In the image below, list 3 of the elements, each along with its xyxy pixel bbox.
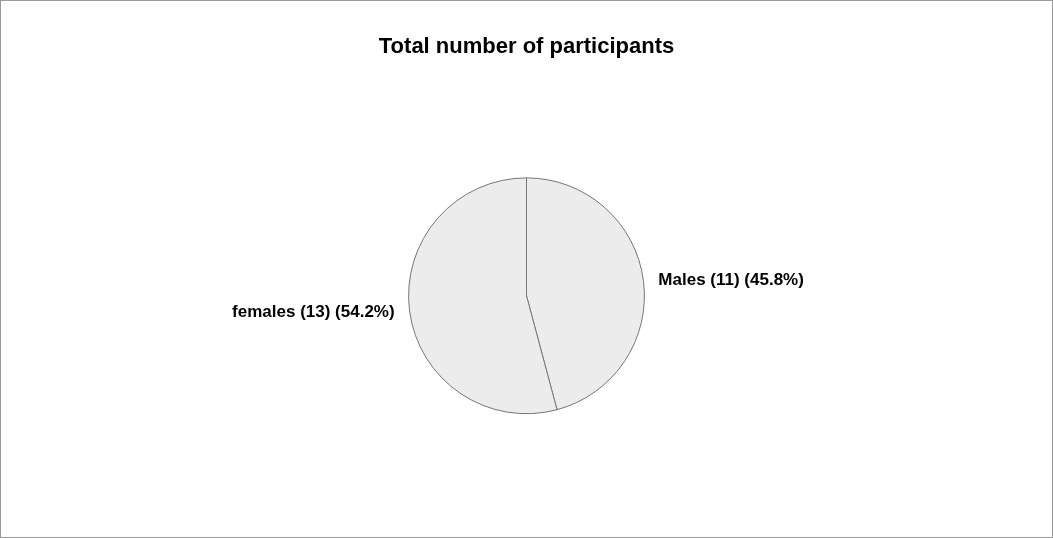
slice-label: females (13) (54.2%) (232, 302, 395, 322)
slice-label: Males (11) (45.8%) (658, 270, 804, 290)
chart-title: Total number of participants (378, 32, 675, 58)
